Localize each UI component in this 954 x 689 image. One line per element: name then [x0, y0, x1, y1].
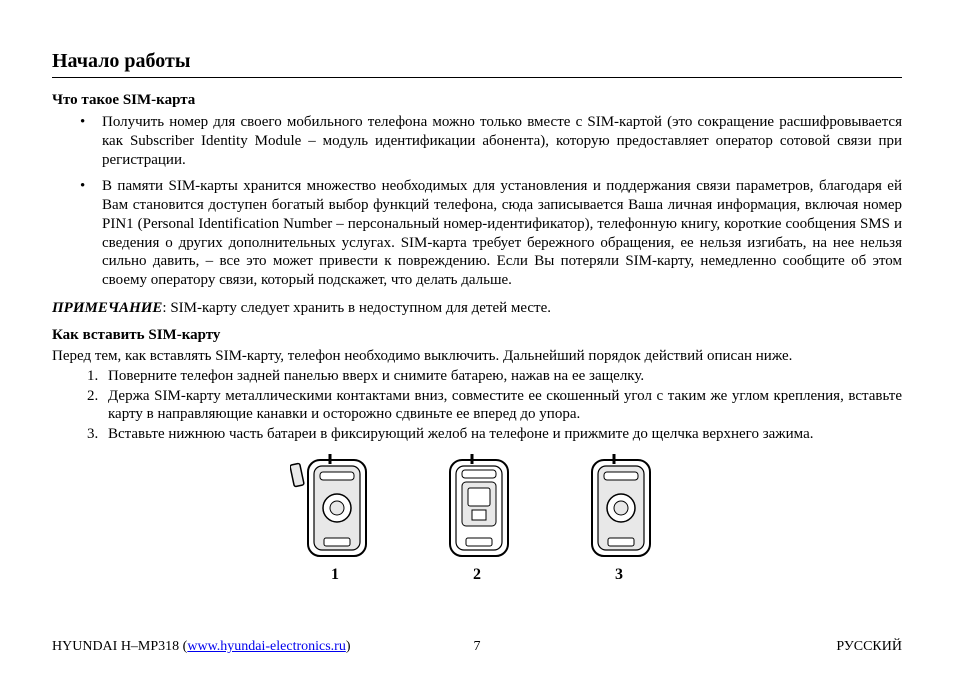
- phone-icon: [574, 452, 664, 560]
- page-number: 7: [474, 639, 481, 655]
- footer-model: HYUNDAI H–MP318 (: [52, 639, 187, 654]
- figure-3: 3: [574, 452, 664, 584]
- sim-bullets: Получить номер для своего мобильного тел…: [52, 113, 902, 290]
- phone-icon: [432, 452, 522, 560]
- footer-left-suffix: ): [346, 639, 351, 654]
- page-footer: HYUNDAI H–MP318 (www.hyundai-electronics…: [52, 639, 902, 655]
- insert-intro: Перед тем, как вставлять SIM-карту, теле…: [52, 348, 902, 365]
- footer-left: HYUNDAI H–MP318 (www.hyundai-electronics…: [52, 639, 351, 655]
- list-item: Держа SIM-карту металлическими контактам…: [102, 387, 902, 425]
- list-item: Поверните телефон задней панелью вверх и…: [102, 367, 902, 386]
- figure-number: 3: [574, 566, 664, 584]
- page-title: Начало работы: [52, 50, 902, 73]
- figure-number: 1: [290, 566, 380, 584]
- note-label: ПРИМЕЧАНИЕ: [52, 300, 162, 316]
- figure-1: 1: [290, 452, 380, 584]
- phone-icon: [290, 452, 380, 560]
- figure-2: 2: [432, 452, 522, 584]
- footer-right: РУССКИЙ: [836, 639, 902, 655]
- note: ПРИМЕЧАНИЕ: SIM-карту следует хранить в …: [52, 300, 902, 317]
- list-item: В памяти SIM-карты хранится множество не…: [102, 177, 902, 290]
- title-rule: [52, 77, 902, 78]
- note-text: : SIM-карту следует хранить в недоступно…: [162, 300, 551, 316]
- insert-steps: Поверните телефон задней панелью вверх и…: [52, 367, 902, 444]
- list-item: Вставьте нижнюю часть батареи в фиксирую…: [102, 425, 902, 444]
- insert-heading: Как вставить SIM-карту: [52, 327, 902, 344]
- figure-number: 2: [432, 566, 522, 584]
- sim-heading: Что такое SIM-карта: [52, 92, 902, 109]
- footer-link[interactable]: www.hyundai-electronics.ru: [187, 639, 345, 654]
- list-item: Получить номер для своего мобильного тел…: [102, 113, 902, 169]
- figures-row: 1 2 3: [52, 452, 902, 584]
